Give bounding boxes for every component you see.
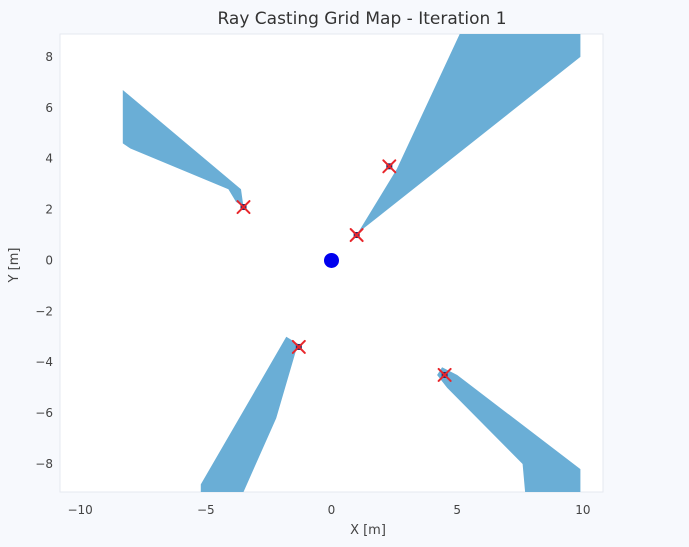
x-axis-label: X [m] <box>350 523 386 538</box>
y-tick-label: −4 <box>35 355 53 369</box>
x-tick-label: −10 <box>67 503 92 517</box>
y-axis-label: Y [m] <box>7 248 22 284</box>
y-tick-labels: −8 −6 −4 −2 0 2 4 6 8 <box>35 50 53 471</box>
y-tick-label: 0 <box>45 253 53 267</box>
y-tick-label: 4 <box>45 152 53 166</box>
y-tick-label: −2 <box>35 304 53 318</box>
y-tick-label: −8 <box>35 457 53 471</box>
x-tick-label: 10 <box>575 503 590 517</box>
chart-title: Ray Casting Grid Map - Iteration 1 <box>217 9 506 29</box>
x-tick-label: 5 <box>453 503 461 517</box>
x-tick-labels: −10 −5 0 5 10 <box>67 503 590 517</box>
x-tick-label: 0 <box>328 503 336 517</box>
y-tick-label: 2 <box>45 203 53 217</box>
y-tick-label: −6 <box>35 406 53 420</box>
x-tick-label: −5 <box>197 503 215 517</box>
robot-position-marker <box>324 253 339 268</box>
y-tick-label: 6 <box>45 101 53 115</box>
y-tick-label: 8 <box>45 50 53 64</box>
